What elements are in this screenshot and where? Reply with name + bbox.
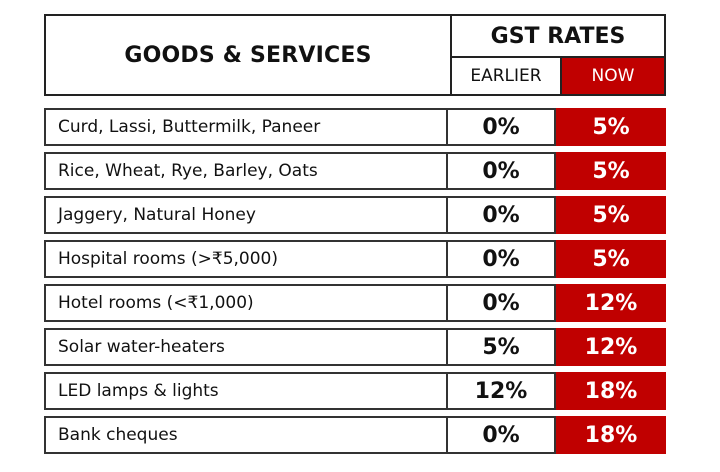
now-rate: 18% xyxy=(556,372,666,410)
item-name: Jaggery, Natural Honey xyxy=(44,196,448,234)
table-row: Hospital rooms (>₹5,000) 0% 5% xyxy=(44,240,666,278)
now-rate: 12% xyxy=(556,284,666,322)
now-rate: 18% xyxy=(556,416,666,454)
item-name: Curd, Lassi, Buttermilk, Paneer xyxy=(44,108,448,146)
item-name: Rice, Wheat, Rye, Barley, Oats xyxy=(44,152,448,190)
item-name: Bank cheques xyxy=(44,416,448,454)
rates-subheader: EARLIER NOW xyxy=(452,58,664,94)
table-row: Solar water-heaters 5% 12% xyxy=(44,328,666,366)
now-column-header: NOW xyxy=(562,58,664,94)
gst-rates-heading: GST RATES xyxy=(452,16,664,58)
earlier-rate: 0% xyxy=(448,240,556,278)
earlier-rate: 0% xyxy=(448,284,556,322)
now-rate: 5% xyxy=(556,108,666,146)
item-name: Solar water-heaters xyxy=(44,328,448,366)
now-rate: 12% xyxy=(556,328,666,366)
table-row: LED lamps & lights 12% 18% xyxy=(44,372,666,410)
earlier-column-header: EARLIER xyxy=(452,58,562,94)
table-header: GOODS & SERVICES GST RATES EARLIER NOW xyxy=(44,14,666,96)
table-row: Curd, Lassi, Buttermilk, Paneer 0% 5% xyxy=(44,108,666,146)
earlier-rate: 5% xyxy=(448,328,556,366)
earlier-rate: 0% xyxy=(448,108,556,146)
gst-rates-header-group: GST RATES EARLIER NOW xyxy=(452,16,664,94)
gst-rates-table: GOODS & SERVICES GST RATES EARLIER NOW C… xyxy=(44,14,666,460)
earlier-rate: 0% xyxy=(448,196,556,234)
table-row: Rice, Wheat, Rye, Barley, Oats 0% 5% xyxy=(44,152,666,190)
table-row: Bank cheques 0% 18% xyxy=(44,416,666,454)
now-rate: 5% xyxy=(556,196,666,234)
goods-services-heading: GOODS & SERVICES xyxy=(46,16,452,94)
earlier-rate: 0% xyxy=(448,416,556,454)
table-row: Jaggery, Natural Honey 0% 5% xyxy=(44,196,666,234)
now-rate: 5% xyxy=(556,152,666,190)
earlier-rate: 12% xyxy=(448,372,556,410)
table-body: Curd, Lassi, Buttermilk, Paneer 0% 5% Ri… xyxy=(44,108,666,454)
earlier-rate: 0% xyxy=(448,152,556,190)
item-name: LED lamps & lights xyxy=(44,372,448,410)
item-name: Hospital rooms (>₹5,000) xyxy=(44,240,448,278)
item-name: Hotel rooms (<₹1,000) xyxy=(44,284,448,322)
now-rate: 5% xyxy=(556,240,666,278)
table-row: Hotel rooms (<₹1,000) 0% 12% xyxy=(44,284,666,322)
